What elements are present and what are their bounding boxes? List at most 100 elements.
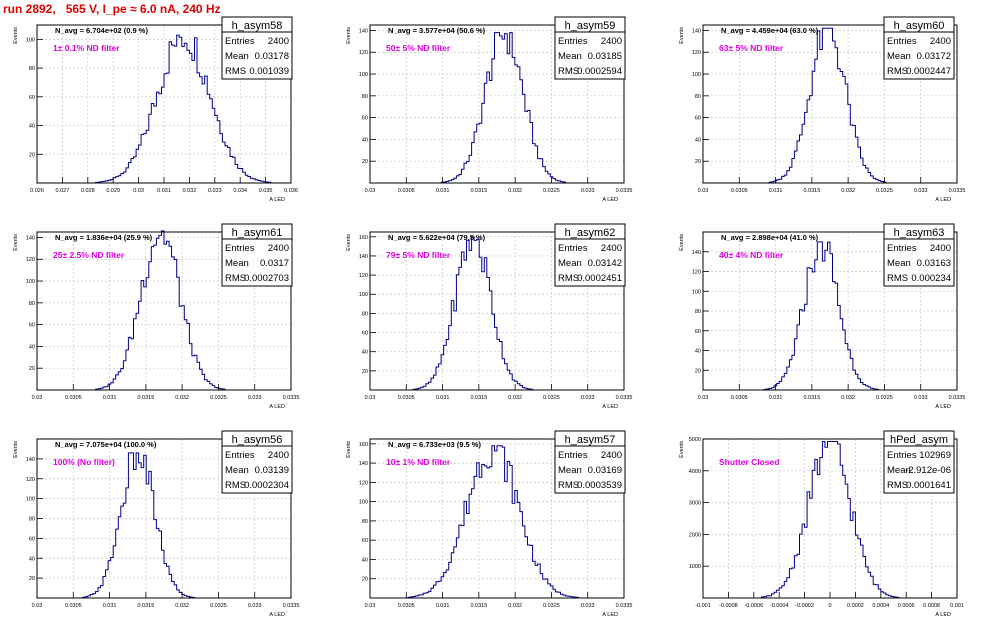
- navg-label: N_avg = 7.075e+04 (100.0 %): [55, 440, 157, 449]
- y-tick-label: 2000: [689, 532, 701, 538]
- x-tick-label: 0.03: [133, 188, 144, 194]
- x-tick-label: 0.034: [233, 188, 247, 194]
- x-tick-label: 0.033: [208, 188, 222, 194]
- y-tick-label: 80: [29, 517, 35, 523]
- x-tick-label: 0.0325: [876, 188, 893, 194]
- y-tick-label: 60: [362, 538, 368, 544]
- filter-annotation: 63± 5% ND filter: [719, 43, 784, 53]
- stat-label-entries: Entries: [887, 36, 917, 47]
- stat-value-mean: 0.03172: [917, 51, 951, 62]
- y-tick-label: 40: [29, 556, 35, 562]
- stat-value-rms: 0.0002594: [577, 66, 622, 77]
- y-axis-label: Events: [679, 234, 685, 251]
- x-tick-label: 0.029: [106, 188, 120, 194]
- x-tick-label: 0.031: [103, 395, 117, 401]
- x-tick-label: 0.03: [698, 188, 709, 194]
- stats-box: h_asym62 Entries 2400 Mean 0.03142 RMS0.00024…: [554, 223, 626, 287]
- y-axis-label: Events: [13, 234, 19, 251]
- y-tick-label: 80: [29, 301, 35, 307]
- stat-value-mean: 0.03169: [588, 465, 622, 476]
- y-tick-label: 40: [362, 350, 368, 356]
- stat-value-entries: 2400: [601, 243, 622, 254]
- y-tick-label: 140: [359, 28, 368, 34]
- stat-label-mean: Mean: [225, 465, 249, 476]
- x-tick-label: 0.028: [81, 188, 95, 194]
- stat-label-mean: Mean: [887, 258, 911, 269]
- stat-value-entries: 102969: [919, 450, 951, 461]
- navg-label: N_avg = 6.733e+03 (9.5 %): [388, 440, 481, 449]
- y-tick-label: 120: [359, 480, 368, 486]
- histogram-panel-h_asym58: 0.026 0.027 0.028 0.029 0.03 0.031 0.032 0.033 0…: [13, 16, 298, 203]
- x-tick-label: 0.0315: [137, 603, 154, 609]
- stat-value-rms: 0.001039: [249, 66, 289, 77]
- x-tick-label: 0.0335: [283, 395, 300, 401]
- x-tick-label: 0.032: [175, 395, 189, 401]
- x-tick-label: 0.033: [581, 395, 595, 401]
- x-tick-label: 0.031: [157, 188, 171, 194]
- y-tick-label: 140: [692, 28, 701, 34]
- histogram-name: h_asym60: [894, 20, 945, 32]
- y-tick-label: 40: [29, 124, 35, 130]
- x-tick-label: 0.03: [32, 395, 43, 401]
- histogram-name: hPed_asym: [890, 434, 948, 446]
- navg-label: N_avg = 2.898e+04 (41.0 %): [721, 233, 819, 242]
- stat-label-mean: Mean: [225, 51, 249, 62]
- x-tick-label: 0.0315: [470, 603, 487, 609]
- y-tick-label: 20: [695, 159, 701, 165]
- histogram-panel-h_asym61: 0.03 0.0305 0.031 0.0315 0.032 0.0325 0.033 0.0…: [13, 223, 300, 410]
- filter-annotation: 79± 5% ND filter: [386, 250, 451, 260]
- y-tick-label: 120: [692, 270, 701, 276]
- y-tick-label: 140: [26, 235, 35, 241]
- y-axis-label: Events: [679, 27, 685, 44]
- histogram-series-h_asym57: [370, 445, 624, 599]
- x-tick-label: 0.0315: [137, 395, 154, 401]
- y-tick-label: 1000: [689, 564, 701, 570]
- y-tick-label: 140: [26, 457, 35, 463]
- x-tick-label: 0.032: [175, 603, 189, 609]
- stat-value-rms: 0.0002451: [577, 273, 622, 284]
- y-tick-label: 60: [362, 116, 368, 122]
- x-axis-label: A LED: [935, 197, 951, 203]
- y-axis-label: Events: [346, 441, 352, 458]
- x-tick-label: 0.033: [914, 395, 928, 401]
- x-tick-label: 0.0335: [949, 395, 966, 401]
- x-tick-label: 0.03: [698, 395, 709, 401]
- stats-box-frame: [221, 16, 293, 80]
- y-tick-label: 40: [362, 137, 368, 143]
- histogram-panel-h_asym56: 0.03 0.0305 0.031 0.0315 0.032 0.0325 0.033 0.0…: [13, 430, 299, 618]
- plot-frame: [702, 24, 958, 184]
- x-tick-label: 0.031: [769, 395, 783, 401]
- y-tick-label: 80: [362, 519, 368, 525]
- histogram-panel-h_asym62: 0.03 0.0305 0.031 0.0315 0.032 0.0325 0.033 0.0…: [346, 223, 632, 410]
- stat-label-rms: RMS: [887, 480, 908, 491]
- x-tick-label: 0.0325: [543, 188, 560, 194]
- x-tick-label: 0.0002: [847, 603, 864, 609]
- x-tick-label: 0.031: [436, 188, 450, 194]
- x-tick-label: 0.036: [284, 188, 298, 194]
- y-tick-label: 100: [692, 72, 701, 78]
- stats-box: h_asym56 Entries 2400 Mean 0.03139 RMS0.00023…: [221, 430, 293, 494]
- stat-value-entries: 2400: [268, 243, 289, 254]
- stat-label-entries: Entries: [225, 243, 255, 254]
- x-tick-label: 0.0006: [898, 603, 915, 609]
- x-tick-label: 0.026: [30, 188, 44, 194]
- x-tick-label: 0.0315: [803, 395, 820, 401]
- y-tick-label: 140: [692, 250, 701, 256]
- histogram-panel-h_asym59: 0.03 0.0305 0.031 0.0315 0.032 0.0325 0.033 0.0…: [346, 16, 632, 203]
- y-tick-label: 20: [362, 577, 368, 583]
- y-axis-label: Events: [346, 27, 352, 44]
- stat-label-mean: Mean: [558, 51, 582, 62]
- x-tick-label: 0.0335: [616, 603, 633, 609]
- y-tick-label: 40: [362, 557, 368, 563]
- stat-label-rms: RMS: [558, 66, 579, 77]
- x-tick-label: 0.032: [508, 188, 522, 194]
- y-tick-label: 160: [359, 442, 368, 448]
- stats-box: h_asym61 Entries 2400 Mean 0.0317 RMS0.000270…: [221, 223, 293, 287]
- y-tick-label: 80: [695, 309, 701, 315]
- y-tick-label: 80: [29, 66, 35, 72]
- y-tick-label: 20: [29, 366, 35, 372]
- y-tick-label: 100: [26, 279, 35, 285]
- y-tick-label: 120: [692, 50, 701, 56]
- x-tick-label: 0.032: [841, 395, 855, 401]
- x-tick-label: 0.033: [248, 603, 262, 609]
